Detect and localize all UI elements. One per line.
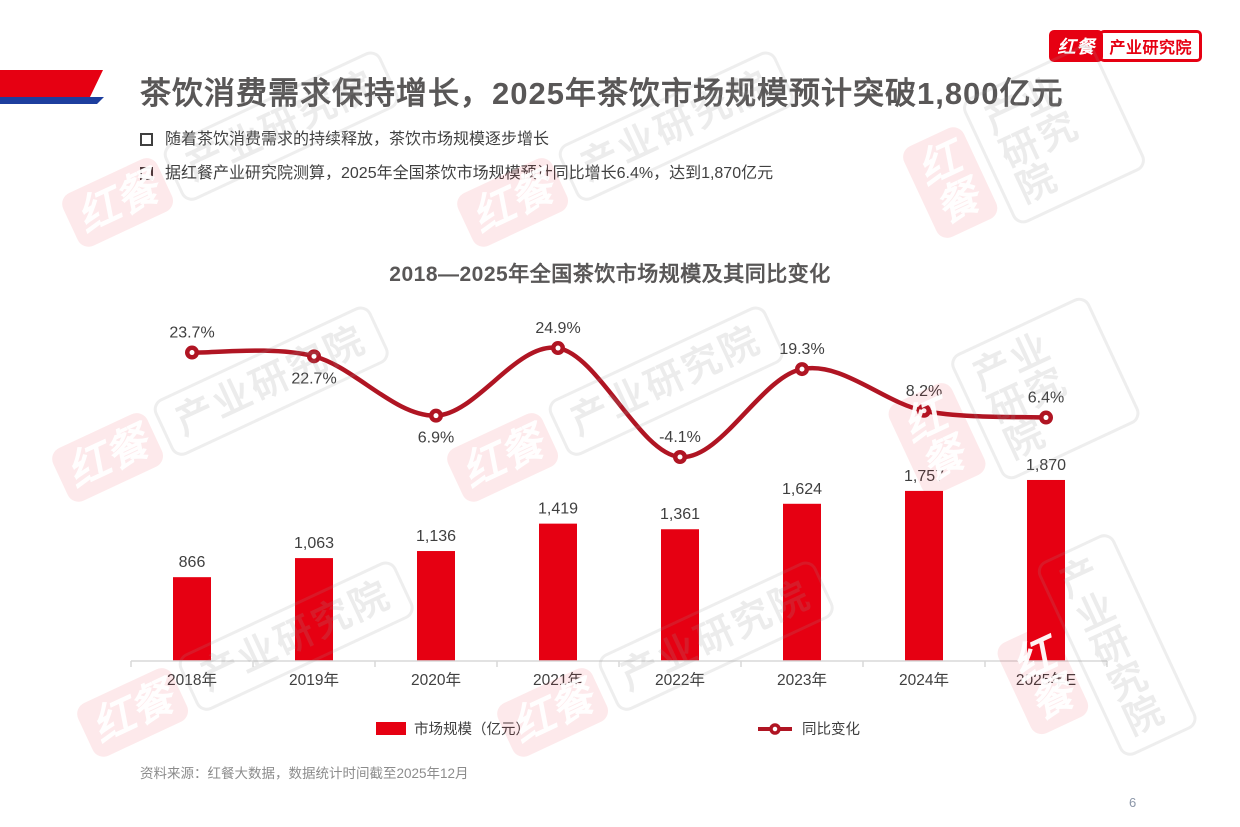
line-point-2021年 — [551, 341, 565, 356]
x-axis-label: 2023年 — [777, 671, 827, 689]
x-axis-label: 2019年 — [289, 671, 339, 689]
logo-institute: 产业研究院 — [1099, 30, 1202, 62]
pct-label: 6.9% — [418, 430, 454, 447]
square-bullet-icon — [140, 133, 153, 146]
x-axis-label: 2021年 — [533, 671, 583, 689]
chart-title: 2018—2025年全国茶饮市场规模及其同比变化 — [389, 263, 831, 286]
title-decoration — [0, 70, 104, 104]
line-point-2023年 — [795, 362, 809, 377]
bar-2021年 — [539, 523, 577, 661]
deco-red-parallelogram — [0, 70, 103, 97]
x-axis-label: 2018年 — [167, 671, 217, 689]
pct-label: 8.2% — [906, 383, 942, 400]
pct-label: -4.1% — [659, 429, 701, 446]
line-legend-marker-icon — [758, 722, 792, 735]
data-source-note: 资料来源：红餐大数据，数据统计时间截至2025年12月 — [140, 766, 469, 781]
pct-label: 19.3% — [779, 341, 824, 358]
x-axis-label: 2020年 — [411, 671, 461, 689]
bar-2018年 — [173, 577, 211, 661]
bar-2023年 — [783, 503, 821, 661]
pct-label: 6.4% — [1028, 390, 1064, 407]
logo: 红餐 产业研究院 — [1049, 30, 1202, 62]
bullet-text: 据红餐产业研究院测算，2025年全国茶饮市场规模预计同比增长6.4%，达到1,8… — [165, 165, 774, 183]
bar-value-label: 1,361 — [660, 506, 700, 523]
square-bullet-icon — [140, 167, 153, 181]
line-point-2025年E — [1039, 410, 1053, 425]
pct-label: 23.7% — [169, 325, 214, 342]
page-title: 茶饮消费需求保持增长，2025年茶饮市场规模预计突破1,800亿元 — [140, 76, 1064, 111]
line-point-2018年 — [185, 345, 199, 360]
bar-value-label: 1,419 — [538, 501, 578, 518]
bar-value-label: 1,870 — [1026, 457, 1066, 474]
logo-badge: 红餐 — [1049, 30, 1104, 62]
line-point-2019年 — [307, 349, 321, 364]
bullet-item: 据红餐产业研究院测算，2025年全国茶饮市场规模预计同比增长6.4%，达到1,8… — [140, 164, 773, 183]
legend-item-line: 同比变化 — [756, 718, 860, 739]
bar-legend-swatch-icon — [376, 722, 406, 735]
market-size-chart: 866 1,063 1,136 1,419 1,361 1,624 1,757 1,870 20… — [130, 320, 1108, 689]
x-axis-label: 2024年 — [899, 671, 949, 689]
bullet-list: 随着茶饮消费需求的持续释放，茶饮市场规模逐步增长 据红餐产业研究院测算，2025… — [140, 130, 773, 198]
line-point-2020年 — [429, 408, 443, 423]
bullet-item: 随着茶饮消费需求的持续释放，茶饮市场规模逐步增长 — [140, 130, 773, 149]
bullet-text: 随着茶饮消费需求的持续释放，茶饮市场规模逐步增长 — [165, 131, 550, 148]
bar-value-label: 866 — [179, 554, 206, 571]
legend-label: 同比变化 — [802, 722, 860, 738]
bar-2022年 — [661, 529, 699, 661]
bar-2019年 — [295, 558, 333, 661]
growth-line — [189, 345, 1049, 460]
bar-value-label: 1,063 — [294, 535, 334, 552]
chart-legend: 市场规模（亿元） 同比变化 — [0, 718, 1240, 742]
bar-value-label: 1,136 — [416, 528, 456, 545]
bar-2024年 — [905, 490, 943, 661]
line-point-2024年 — [917, 403, 931, 418]
watermark-badge: 红餐 — [899, 123, 1001, 242]
line-point-2022年 — [673, 450, 687, 465]
legend-item-bar: 市场规模（亿元） — [376, 718, 530, 739]
x-axis-label: 2025年E — [1016, 671, 1076, 689]
pct-label: 24.9% — [535, 320, 580, 337]
page-number: 6 — [1129, 795, 1137, 810]
bar-2025年E — [1027, 479, 1065, 661]
bar-2020年 — [417, 551, 455, 661]
x-axis-label: 2022年 — [655, 671, 705, 689]
bar-value-label: 1,757 — [904, 468, 944, 485]
legend-label: 市场规模（亿元） — [414, 722, 530, 738]
pct-label: 22.7% — [291, 370, 336, 387]
deco-blue-stripe — [0, 97, 104, 104]
bar-value-label: 1,624 — [782, 481, 822, 498]
